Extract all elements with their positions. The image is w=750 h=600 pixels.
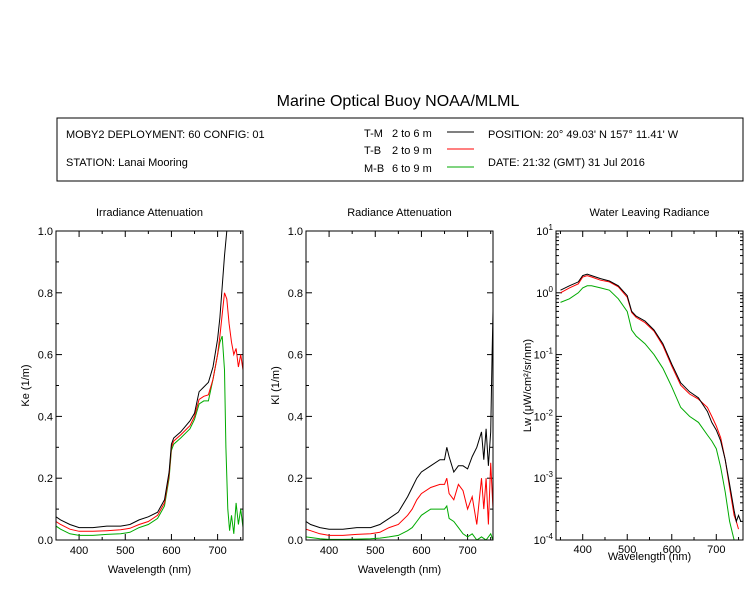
x-axis-label: Wavelength (nm): [358, 564, 441, 576]
y-tick-label: 1.0: [288, 226, 303, 238]
y-tick-label: 10-4: [534, 532, 554, 547]
x-tick-label: 700: [208, 545, 226, 557]
legend-range-t-m: 2 to 6 m: [392, 128, 432, 140]
legend-code-t-m: T-M: [364, 128, 383, 140]
x-tick-label: 400: [574, 544, 592, 556]
y-tick-label: 10-2: [534, 408, 554, 423]
x-tick-label: 500: [366, 545, 384, 557]
x-tick-label: 400: [320, 545, 338, 557]
series-line-t-m: [560, 273, 742, 524]
y-tick-label: 0.4: [38, 411, 53, 423]
y-tick-label: 1.0: [38, 226, 53, 238]
legend: T-M 2 to 6 m T-B 2 to 9 m M-B 6 to 9 m: [364, 128, 474, 175]
legend-range-m-b: 6 to 9 m: [392, 163, 432, 175]
series-line-t-m: [306, 311, 493, 530]
x-tick-label: 700: [458, 545, 476, 557]
date-text: DATE: 21:32 (GMT) 31 Jul 2016: [488, 157, 645, 169]
x-tick-label: 400: [70, 545, 88, 557]
x-tick-label: 500: [116, 545, 134, 557]
series-line-t-m: [56, 231, 228, 529]
x-tick-label: 600: [162, 545, 180, 557]
x-tick-label: 700: [707, 544, 725, 556]
y-tick-label: 10-3: [534, 470, 554, 485]
y-tick-label: 0.8: [288, 288, 303, 300]
y-tick-label: 0.0: [38, 535, 53, 547]
series-line-m-b: [56, 335, 243, 536]
plot-frame: [55, 230, 244, 541]
panel-radiance-attenuation: Radiance Attenuation Wavelength (nm) Kl (1…: [270, 207, 494, 576]
plot-frame: [555, 230, 744, 541]
legend-code-m-b: M-B: [364, 163, 384, 175]
x-axis-label: Wavelength (nm): [608, 551, 691, 563]
station-text: STATION: Lanai Mooring: [66, 157, 188, 169]
panel-title: Irradiance Attenuation: [96, 207, 203, 219]
y-axis-label: Lw (μW/cm²/sr/nm): [522, 339, 534, 432]
plot-frame: [305, 230, 494, 541]
x-tick-label: 500: [618, 544, 636, 556]
y-tick-label: 0.6: [38, 350, 53, 362]
panel-water-leaving-radiance: Water Leaving Radiance Wavelength (nm) Lw …: [522, 207, 744, 563]
deployment-text: MOBY2 DEPLOYMENT: 60 CONFIG: 01: [66, 129, 265, 141]
y-tick-label: 100: [536, 285, 553, 300]
y-tick-label: 101: [536, 223, 553, 238]
series-line-t-b: [306, 462, 493, 536]
y-tick-label: 0.8: [38, 288, 53, 300]
y-tick-label: 0.2: [288, 473, 303, 485]
panel-title: Radiance Attenuation: [347, 207, 452, 219]
y-tick-label: 0.2: [38, 473, 53, 485]
panel-irradiance-attenuation: Irradiance Attenuation Wavelength (nm) Ke …: [20, 207, 244, 576]
x-axis-label: Wavelength (nm): [108, 564, 191, 576]
y-tick-label: 0.4: [288, 411, 303, 423]
x-tick-label: 600: [663, 544, 681, 556]
position-text: POSITION: 20° 49.03' N 157° 11.41' W: [488, 129, 679, 141]
panel-title: Water Leaving Radiance: [589, 207, 709, 219]
x-tick-label: 600: [412, 545, 430, 557]
info-box: [56, 117, 744, 182]
y-tick-label: 0.6: [288, 350, 303, 362]
legend-range-t-b: 2 to 9 m: [392, 145, 432, 157]
legend-code-t-b: T-B: [364, 145, 381, 157]
series-line-m-b: [560, 285, 735, 540]
y-axis-label: Kl (1/m): [270, 366, 282, 405]
y-tick-label: 10-1: [534, 347, 554, 362]
y-tick-label: 0.0: [288, 535, 303, 547]
series-line-m-b: [306, 504, 493, 540]
y-axis-label: Ke (1/m): [20, 364, 32, 406]
series-line-t-b: [56, 292, 243, 532]
figure-title: Marine Optical Buoy NOAA/MLML: [277, 93, 520, 110]
series-line-t-b: [560, 275, 739, 530]
